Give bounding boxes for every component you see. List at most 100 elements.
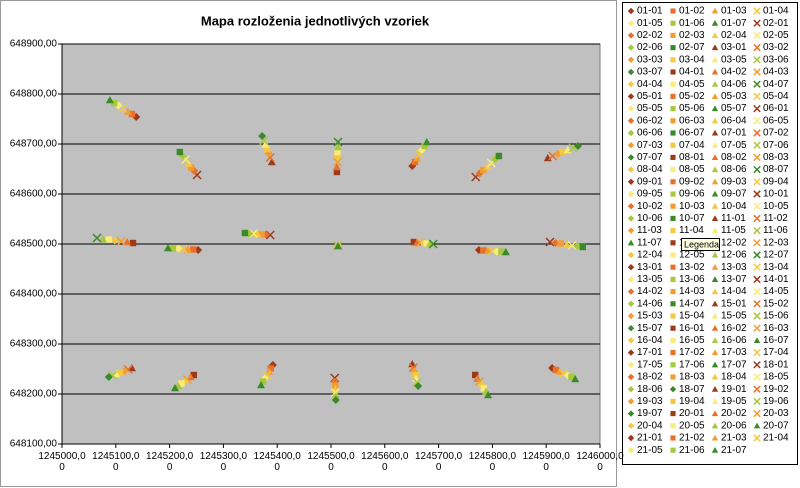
- legend-label: 14-06: [637, 298, 663, 309]
- point: [559, 148, 567, 156]
- point: [127, 364, 136, 372]
- legend-marker: [753, 287, 761, 296]
- legend-marker: [670, 447, 676, 453]
- legend-marker: [711, 68, 719, 75]
- legend-marker: [627, 325, 635, 332]
- legend-marker: [627, 81, 635, 88]
- point: [267, 365, 274, 372]
- legend-marker: [711, 422, 719, 429]
- legend-label: 06-01: [763, 103, 789, 114]
- legend-marker: [753, 202, 761, 210]
- y-tick-label: 648900,00: [10, 39, 58, 50]
- point: [174, 244, 183, 253]
- point: [265, 367, 274, 375]
- legend-marker: [711, 203, 719, 209]
- legend-label: 04-01: [679, 67, 705, 78]
- point: [332, 157, 342, 167]
- legend-label: 13-02: [679, 262, 705, 273]
- legend-marker: [711, 300, 719, 307]
- legend-label: 06-07: [679, 128, 705, 139]
- legend-marker: [627, 434, 635, 442]
- y-tick-label: 648100,00: [10, 439, 58, 450]
- legend-label: 20-03: [763, 408, 789, 419]
- legend-box: [622, 2, 798, 465]
- point: [551, 239, 560, 247]
- point: [562, 240, 571, 248]
- point: [557, 240, 564, 247]
- legend-label: 04-03: [763, 67, 789, 78]
- legend-marker: [627, 7, 635, 15]
- x-tick-label: 1245100,00: [92, 451, 140, 473]
- point: [123, 107, 132, 115]
- legend-label: 05-05: [637, 103, 663, 114]
- legend-label: 05-02: [679, 91, 705, 102]
- legend-marker: [670, 325, 676, 331]
- legend-label: 21-06: [679, 445, 705, 456]
- legend-marker: [711, 312, 719, 319]
- legend-label: 01-07: [721, 18, 747, 29]
- legend-marker: [627, 68, 635, 76]
- point: [484, 246, 493, 254]
- legend-marker: [627, 361, 635, 368]
- legend-marker: [627, 300, 635, 307]
- legend-marker: [711, 288, 719, 295]
- legend-label: 04-06: [721, 79, 747, 90]
- legend-marker: [711, 361, 719, 368]
- legend-label: 06-05: [763, 115, 789, 126]
- legend-label: 03-07: [637, 67, 663, 78]
- legend-marker: [753, 153, 761, 162]
- legend-label: 14-03: [679, 286, 705, 297]
- legend-marker: [753, 422, 761, 429]
- legend-label: 13-01: [637, 262, 663, 273]
- tooltip: Legenda: [684, 239, 719, 249]
- legend-label: 19-07: [637, 408, 663, 419]
- legend-label: 17-07: [721, 359, 747, 370]
- legend-label: 08-01: [679, 152, 705, 163]
- legend-marker: [753, 348, 761, 357]
- point: [258, 132, 267, 140]
- legend-marker: [711, 166, 719, 173]
- legend-marker: [627, 20, 635, 27]
- legend-label: 06-04: [721, 115, 747, 126]
- legend-label: 05-03: [721, 91, 747, 102]
- legend-label: 02-02: [637, 30, 663, 41]
- legend-label: 16-07: [763, 335, 789, 346]
- legend-label: 10-01: [763, 189, 789, 200]
- legend-marker: [670, 130, 676, 136]
- legend-marker: [670, 69, 676, 75]
- legend-label: 07-01: [721, 128, 747, 139]
- point: [423, 240, 430, 247]
- legend-label: 14-07: [679, 298, 705, 309]
- legend-label: 18-01: [763, 359, 789, 370]
- legend-marker: [753, 165, 761, 174]
- legend-marker: [753, 7, 761, 15]
- legend-label: 16-05: [679, 335, 705, 346]
- point: [190, 246, 197, 253]
- legend-marker: [711, 276, 719, 282]
- legend-marker: [753, 56, 761, 64]
- legend-label: 05-04: [763, 91, 789, 102]
- legend-marker: [753, 214, 761, 223]
- legend-marker: [627, 190, 635, 198]
- legend-marker: [627, 32, 635, 39]
- legend-label: 19-02: [763, 384, 789, 395]
- legend-label: 12-03: [763, 237, 789, 248]
- legend-label: 02-07: [679, 42, 705, 53]
- legend-marker: [711, 398, 719, 404]
- point: [333, 143, 342, 151]
- legend-marker: [711, 32, 719, 38]
- legend-label: 07-07: [637, 152, 663, 163]
- legend-marker: [627, 386, 635, 393]
- legend-label: 02-06: [637, 42, 663, 53]
- legend-marker: [711, 264, 719, 270]
- legend-marker: [753, 312, 761, 320]
- point: [110, 236, 119, 245]
- point: [410, 238, 418, 246]
- legend-label: 11-05: [721, 225, 746, 236]
- legend-marker: [711, 20, 719, 26]
- point: [170, 384, 179, 392]
- point: [332, 163, 341, 171]
- legend-label: 07-03: [637, 140, 663, 151]
- legend-label: 10-07: [679, 213, 705, 224]
- legend-label: 01-04: [763, 6, 789, 17]
